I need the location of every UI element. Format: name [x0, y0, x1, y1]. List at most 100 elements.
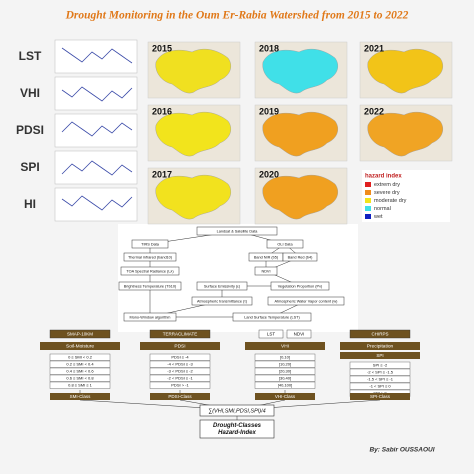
condition-box [254, 353, 316, 361]
flow-node-label: Landsat & Satellite Data [217, 229, 259, 233]
flow-node [120, 266, 180, 276]
class-box [150, 393, 210, 400]
index-label: PDSI [16, 123, 44, 137]
map-year: 2018 [259, 43, 279, 53]
condition-box [349, 368, 411, 376]
legend: hazard index extrem dry severe dry moderate… [362, 170, 450, 222]
map-year: 2022 [364, 106, 384, 116]
condition-box [149, 353, 211, 361]
map-region [367, 48, 443, 94]
flow-node [191, 296, 253, 306]
flow-node [270, 281, 330, 291]
condition-box [149, 374, 211, 382]
condition-box [149, 381, 211, 389]
condition-label: -1.5 < SPI ≤ -1 [367, 377, 394, 382]
flow-node [267, 296, 345, 306]
condition-box [49, 353, 111, 361]
legend-swatch [365, 214, 371, 219]
map-year: 2016 [152, 106, 172, 116]
source-box [349, 329, 411, 339]
map-year: 2017 [152, 169, 172, 179]
condition-box [349, 375, 411, 383]
variable-box [40, 342, 120, 350]
map-year: 2021 [364, 43, 384, 53]
flow-node [196, 226, 278, 236]
condition-box [349, 361, 411, 369]
condition-box [349, 382, 411, 390]
condition-box [254, 381, 316, 389]
condition-label: PDSI > -1 [171, 383, 189, 388]
class-label: SMI-Class [70, 394, 92, 399]
flow-node [266, 239, 304, 249]
class-box [350, 393, 410, 400]
output-label: Drought-Classes [213, 423, 262, 429]
condition-label: 0.2 ≤ SMI < 0.4 [66, 362, 94, 367]
condition-label: 0.4 ≤ SMI < 0.6 [66, 369, 94, 374]
flow-node-label: NDVI [261, 269, 270, 273]
flow-node [123, 312, 177, 322]
map-region [262, 174, 338, 220]
condition-label: [40,100] [278, 383, 292, 388]
condition-label: PDSI ≤ -4 [171, 355, 189, 360]
condition-label: [10,20] [279, 362, 291, 367]
class-box [50, 393, 110, 400]
flow-node-label: Thermal infrared (band10) [128, 255, 173, 259]
mini-line [61, 195, 133, 211]
mini-line [61, 160, 133, 176]
map-region [367, 111, 443, 157]
condition-label: 0.6 ≤ SMI < 0.8 [66, 376, 94, 381]
flow-node-label: Brightness Temperature (Tb10) [124, 284, 177, 288]
variable-box [340, 342, 420, 350]
index-box [340, 352, 420, 359]
map-region [155, 174, 231, 220]
flow-node-label: Mono-Window algorithm [130, 315, 171, 319]
condition-box [49, 381, 111, 389]
condition-box [49, 374, 111, 382]
map: 2020 [254, 167, 348, 225]
flow-node [118, 281, 182, 291]
condition-box [254, 360, 316, 368]
condition-label: -2 < PDSI ≤ -1 [167, 376, 193, 381]
legend-label: normal [374, 206, 391, 212]
condition-label: SPI ≤ -2 [373, 363, 388, 368]
condition-box [49, 367, 111, 375]
index-label: LST [19, 49, 42, 63]
output-label: Hazard-Index [218, 430, 256, 436]
flow-node-label: OLI Data [277, 242, 293, 246]
variable-label: PDSI [174, 344, 185, 350]
source-label: NDVI [294, 331, 305, 336]
condition-box [49, 360, 111, 368]
map-region [262, 48, 338, 94]
flow-node-label: Band NIR (b5) [254, 255, 279, 259]
condition-label: 0 ≤ SMI < 0.2 [68, 355, 93, 360]
condition-box [254, 367, 316, 375]
mini-chart [54, 187, 138, 222]
legend-label: wet [373, 214, 383, 220]
legend-swatch [365, 198, 371, 203]
index-label: SPI [20, 160, 39, 174]
class-label: VHI-Class [275, 394, 296, 399]
source-label: LST [267, 331, 276, 336]
map-region [155, 48, 231, 94]
variable-box [245, 342, 325, 350]
content: LST VHI PDSI SPI HI 2015 2018 2021 2016 2019 2022 2… [16, 39, 453, 454]
condition-label: [30,40] [279, 376, 291, 381]
mini-chart [54, 113, 138, 148]
index-label: VHI [20, 86, 40, 100]
variable-box [140, 342, 220, 350]
map: 2021 [359, 41, 453, 99]
map: 2019 [254, 104, 348, 162]
class-label: PDSI-Class [168, 394, 192, 399]
condition-label: 0.8 ≤ SMI ≤ 1 [68, 383, 93, 388]
legend-box [362, 170, 450, 222]
source-box [286, 329, 312, 339]
index-name: SPI [376, 353, 383, 358]
map-year: 2019 [259, 106, 279, 116]
mini-line [61, 86, 133, 102]
map: 2018 [254, 41, 348, 99]
mini-line [61, 121, 133, 137]
formula: ∑(VHI,SMI,PDSI,SPI)/4 [208, 408, 265, 414]
map-region [262, 111, 338, 157]
condition-box [254, 374, 316, 382]
